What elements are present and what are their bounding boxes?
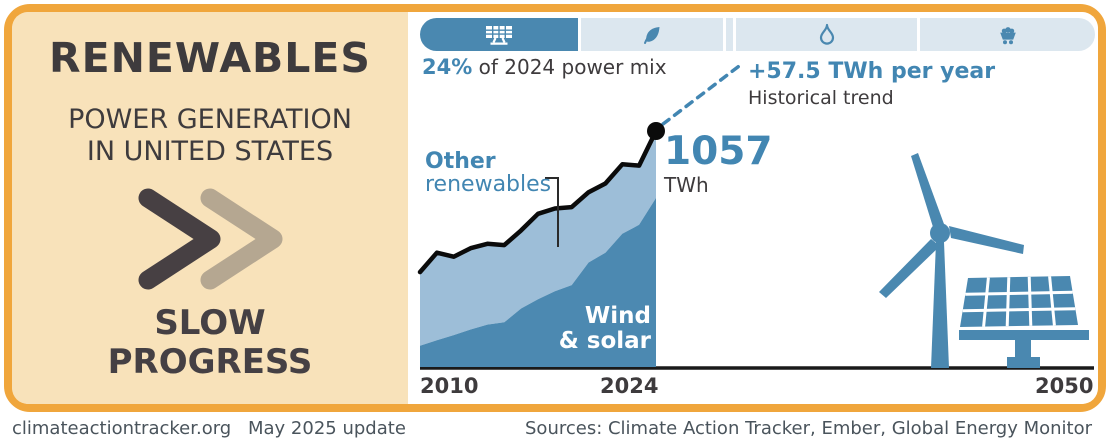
tab-renewables[interactable] bbox=[420, 18, 578, 51]
x-tick-2050: 2050 bbox=[1035, 374, 1094, 398]
latest-value-note: 1057 TWh bbox=[664, 129, 773, 198]
update-date: May 2025 update bbox=[248, 418, 406, 439]
tab-gas[interactable] bbox=[736, 18, 917, 51]
site-link[interactable]: climateactiontracker.org bbox=[12, 418, 232, 439]
trend-projection-dashed-line bbox=[661, 63, 743, 126]
other-renewables-area bbox=[420, 131, 656, 346]
wind-solar-label-line2: & solar bbox=[558, 328, 651, 354]
page-subtitle: POWER GENERATION IN UNITED STATES bbox=[12, 104, 408, 168]
subtitle-line-2: IN UNITED STATES bbox=[86, 136, 334, 167]
mix-share-value: 24% bbox=[422, 55, 473, 79]
mix-share-note: 24% of 2024 power mix bbox=[422, 55, 667, 79]
wind-solar-label: Wind & solar bbox=[527, 304, 651, 354]
verdict-line-1: SLOW bbox=[154, 303, 266, 343]
other-renewables-label: Other renewables bbox=[425, 150, 551, 196]
trend-note: +57.5 TWh per year Historical trend bbox=[748, 59, 995, 109]
infographic-card: RENEWABLES POWER GENERATION IN UNITED ST… bbox=[4, 4, 1106, 412]
chart-panel: 24% of 2024 power mix +57.5 TWh per year… bbox=[408, 12, 1098, 404]
wind-solar-area bbox=[420, 198, 656, 367]
mix-share-text: of 2024 power mix bbox=[472, 55, 667, 79]
latest-value: 1057 bbox=[664, 129, 773, 174]
flame-icon bbox=[819, 23, 834, 45]
fast-forward-chevrons-icon bbox=[137, 188, 283, 290]
coal-cart-icon bbox=[999, 26, 1016, 44]
leaf-icon bbox=[644, 26, 660, 44]
other-renewables-callout-line bbox=[545, 177, 559, 247]
other-renewables-label-line2: renewables bbox=[425, 172, 552, 197]
verdict-line-2: PROGRESS bbox=[107, 342, 313, 382]
tab-bioenergy[interactable] bbox=[581, 18, 723, 51]
x-tick-2024: 2024 bbox=[600, 374, 659, 398]
page-title: RENEWABLES bbox=[49, 34, 371, 82]
fuel-tab-bar bbox=[420, 18, 1095, 51]
chevron-tan-icon bbox=[200, 188, 283, 290]
wind-turbine-illustration bbox=[879, 153, 1024, 368]
x-tick-2010: 2010 bbox=[420, 374, 479, 398]
latest-unit: TWh bbox=[664, 173, 709, 197]
summary-panel: RENEWABLES POWER GENERATION IN UNITED ST… bbox=[12, 12, 408, 404]
solar-panel-icon bbox=[486, 25, 512, 45]
trend-label: Historical trend bbox=[748, 87, 894, 109]
subtitle-line-1: POWER GENERATION bbox=[68, 104, 352, 135]
trend-value: +57.5 TWh per year bbox=[748, 59, 996, 84]
chevron-dark-icon bbox=[138, 188, 221, 290]
wind-solar-label-line1: Wind bbox=[584, 303, 651, 329]
tab-coal[interactable] bbox=[920, 18, 1095, 51]
footer: climateactiontracker.org May 2025 update… bbox=[0, 412, 1110, 444]
solar-panel-illustration bbox=[959, 276, 1089, 368]
total-renewables-line bbox=[417, 128, 659, 275]
latest-value-dot bbox=[647, 122, 665, 140]
sources-text: Sources: Climate Action Tracker, Ember, … bbox=[525, 418, 1092, 439]
other-renewables-label-line1: Other bbox=[425, 149, 496, 174]
renewables-area-chart bbox=[417, 63, 1094, 370]
verdict-text: SLOW PROGRESS bbox=[12, 304, 408, 382]
tab-other[interactable] bbox=[726, 18, 733, 51]
